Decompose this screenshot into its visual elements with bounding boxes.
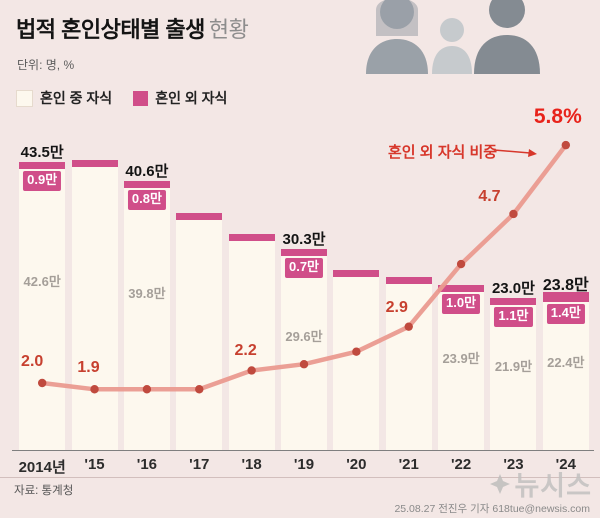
x-axis-line bbox=[12, 450, 594, 451]
bar-outside-label: 1.4만 bbox=[546, 303, 585, 324]
bar-outside-segment bbox=[71, 160, 118, 168]
x-axis-label: '20 bbox=[346, 456, 367, 473]
legend: 혼인 중 자식 혼인 외 자식 bbox=[16, 88, 227, 108]
bar-total-label: 30.3만 bbox=[282, 231, 326, 249]
bar-inner-value: 29.6만 bbox=[285, 328, 323, 344]
bar-outside-segment bbox=[490, 297, 537, 306]
bar-total-label: 40.6만 bbox=[125, 163, 169, 181]
newsis-watermark: 뉴시스 bbox=[490, 464, 592, 503]
bar-outside-label: 1.0만 bbox=[442, 294, 481, 315]
x-axis-label: '22 bbox=[450, 456, 472, 473]
bar-outside-segment bbox=[176, 213, 223, 220]
child-silhouette bbox=[432, 18, 472, 74]
title-main: 법적 혼인상태별 출생 bbox=[16, 17, 205, 42]
man-silhouette bbox=[474, 0, 540, 74]
bar-total-label: 23.8만 bbox=[542, 277, 589, 295]
legend-label-in-marriage: 혼인 중 자식 bbox=[40, 90, 113, 106]
page-title: 법적 혼인상태별 출생 현황 bbox=[16, 12, 249, 44]
bar-outside-segment bbox=[281, 249, 327, 257]
bar-inner-value: 39.8만 bbox=[128, 286, 166, 302]
title-sub: 현황 bbox=[208, 17, 249, 42]
x-axis-label: '15 bbox=[84, 456, 105, 473]
legend-swatch-in-marriage bbox=[16, 89, 33, 107]
source-label: 자료: 통계청 bbox=[14, 485, 74, 497]
footer-divider bbox=[0, 477, 600, 478]
x-axis-label: 2014년 bbox=[18, 459, 66, 476]
bar-outside-segment bbox=[228, 233, 275, 241]
newsis-logo-icon bbox=[490, 473, 511, 494]
bar-inner-value: 42.6만 bbox=[23, 274, 61, 290]
x-axis-label: '21 bbox=[398, 456, 419, 473]
bar-outside-label: 0.9만 bbox=[23, 171, 62, 191]
bar-inner-value: 22.4만 bbox=[547, 355, 585, 371]
x-axis-label: '17 bbox=[189, 456, 210, 473]
bar bbox=[333, 269, 380, 450]
watermark-text: 뉴시스 bbox=[514, 471, 592, 501]
unit-label: 단위: 명, % bbox=[17, 58, 75, 72]
bar: 39.8만 bbox=[123, 181, 170, 450]
x-axis-label: '16 bbox=[136, 456, 158, 473]
bar bbox=[71, 160, 118, 450]
x-axis-label: '24 bbox=[555, 456, 576, 473]
x-axis-label: '18 bbox=[241, 456, 262, 473]
bar bbox=[176, 213, 223, 450]
legend-swatch-outside-marriage bbox=[133, 90, 149, 106]
credit-line: 25.08.27 전진우 기자 618tue@newsis.com bbox=[394, 503, 590, 515]
bar-outside-segment bbox=[333, 269, 380, 277]
bar-outside-segment bbox=[19, 162, 66, 170]
bar-outside-segment bbox=[123, 181, 170, 189]
woman-silhouette bbox=[366, 0, 428, 74]
bar: 42.6만 bbox=[19, 162, 66, 450]
bar-inner-value: 23.9만 bbox=[442, 350, 480, 366]
family-silhouette-illustration bbox=[366, 0, 540, 74]
bar-outside-label: 0.7만 bbox=[284, 258, 324, 279]
bar: 29.6만 bbox=[281, 249, 327, 450]
bar-outside-label: 1.1만 bbox=[494, 307, 533, 327]
legend-label-outside-marriage: 혼인 외 자식 bbox=[155, 90, 228, 106]
bar-total-label: 23.0만 bbox=[491, 279, 535, 297]
bar-outside-label: 0.8만 bbox=[127, 190, 166, 211]
bar-outside-segment bbox=[438, 285, 485, 293]
x-axis-label: '19 bbox=[293, 456, 315, 473]
bar-inner-value: 21.9만 bbox=[494, 358, 533, 374]
x-axis-label: '23 bbox=[503, 456, 524, 473]
bar-outside-segment bbox=[385, 277, 432, 285]
bar bbox=[228, 233, 275, 450]
bar-total-label: 43.5만 bbox=[20, 144, 64, 162]
bar bbox=[385, 277, 432, 450]
